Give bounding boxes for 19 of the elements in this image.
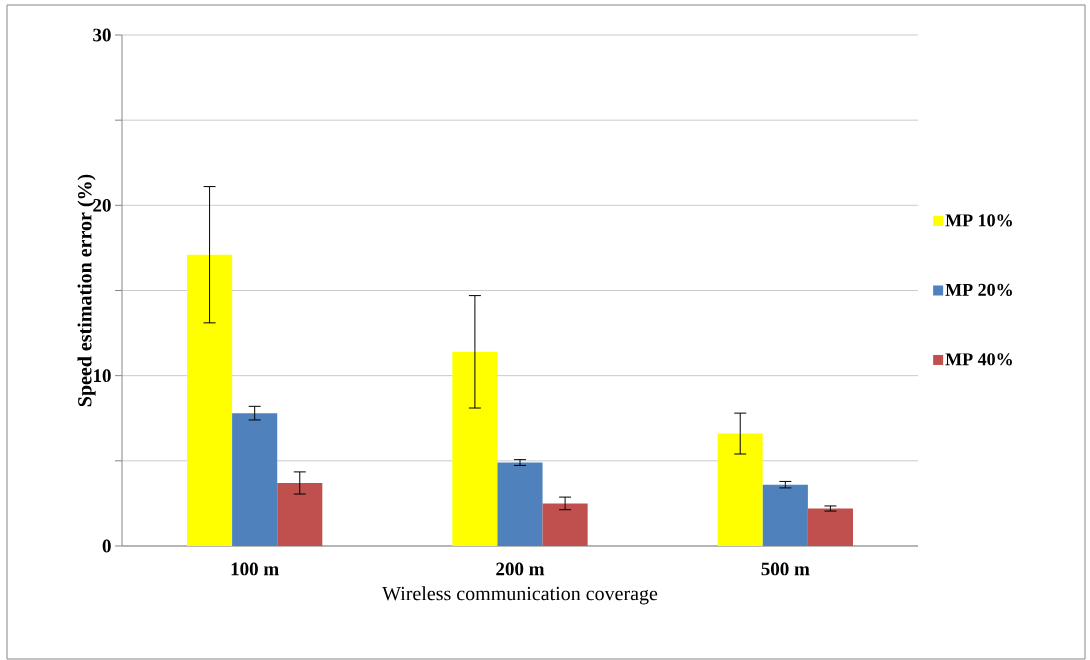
- bar: [232, 413, 278, 546]
- legend-label: MP 40%: [945, 353, 1012, 366]
- x-tick-label: 500 m: [761, 562, 810, 576]
- bar: [807, 508, 853, 546]
- bar: [762, 484, 808, 546]
- legend-label: MP 10%: [945, 214, 1012, 227]
- x-tick-label: 100 m: [231, 562, 279, 576]
- bar: [497, 462, 543, 546]
- y-tick-label: 0: [102, 539, 111, 553]
- y-tick-label: 10: [94, 369, 111, 383]
- y-tick-label: 30: [93, 28, 111, 42]
- bar: [452, 351, 498, 546]
- bar: [187, 254, 233, 546]
- bar: [717, 433, 763, 546]
- bar: [542, 503, 588, 546]
- x-tick-label: 200 m: [496, 562, 545, 576]
- x-axis-title: Wireless communication coverage: [382, 586, 658, 605]
- legend-label: MP 20%: [945, 283, 1012, 296]
- bar: [277, 482, 323, 546]
